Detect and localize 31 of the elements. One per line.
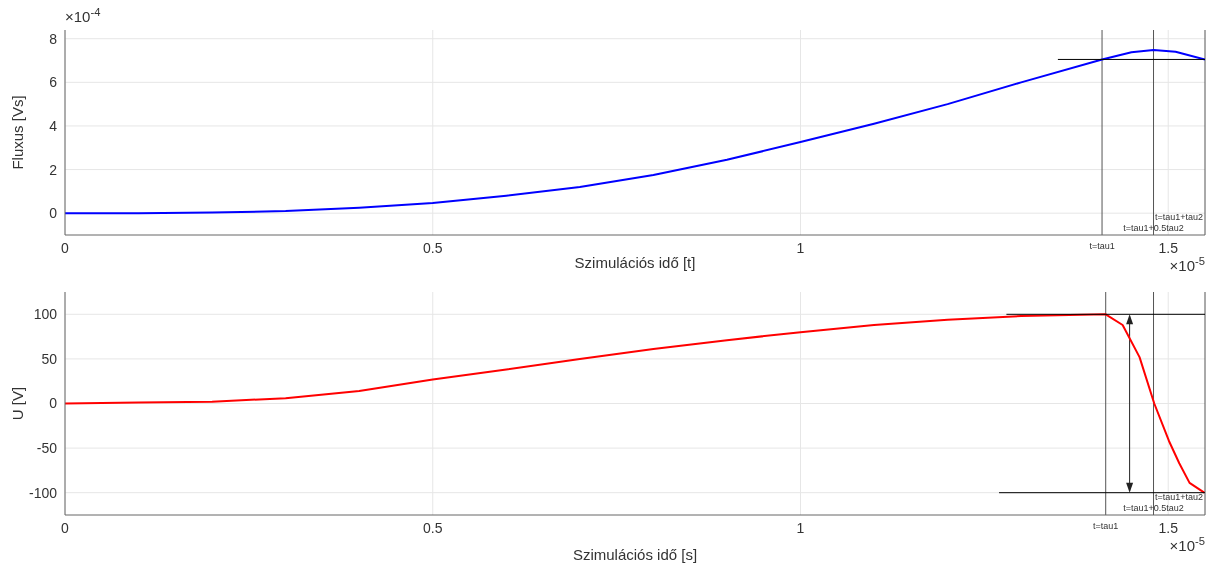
ref-line-label: t=tau1 — [1089, 241, 1115, 251]
x-tick-label: 1.5 — [1158, 239, 1179, 256]
y-tick-label: 50 — [41, 350, 58, 367]
y-tick-label: 6 — [49, 74, 58, 91]
x-axis-title: Szimulációs idő [t] — [574, 254, 696, 271]
text: ×10$^{-5}$ — [1169, 535, 1205, 554]
y-tick-label: -100 — [28, 484, 58, 501]
y-tick-label: 4 — [49, 117, 58, 134]
y-tick-label: 0 — [49, 205, 58, 222]
y-axis-title: Fluxus [Vs] — [9, 95, 27, 170]
y-tick-label: 2 — [49, 161, 58, 178]
x-tick-label: 0.5 — [423, 239, 443, 256]
text: ×10$^{-5}$ — [1169, 255, 1205, 274]
x-tick-label: 1 — [796, 519, 805, 536]
ref-line-label: t=tau1 — [1093, 521, 1119, 531]
y-tick-label: 8 — [49, 30, 58, 47]
y-tick-label: 0 — [49, 395, 58, 412]
y-tick-label: -50 — [36, 440, 58, 457]
x-tick-label: 0 — [61, 239, 70, 256]
y-axis-title: U [V] — [9, 386, 27, 421]
x-tick-label: 1.5 — [1158, 519, 1179, 536]
y-tick-label: 100 — [33, 306, 58, 323]
ref-line-label: t=tau1+tau2 — [1154, 212, 1203, 222]
line-series — [65, 313, 1205, 494]
line-series — [65, 49, 1205, 215]
ref-line-label: t=tau1+tau2 — [1154, 492, 1203, 502]
x-tick-label: 0.5 — [423, 519, 443, 536]
x-axis-title: Szimulációs idő [s] — [572, 546, 698, 563]
text: ×10$^{-4}$ — [65, 6, 101, 25]
x-tick-label: 1 — [796, 239, 805, 256]
x-tick-label: 0 — [61, 519, 70, 536]
